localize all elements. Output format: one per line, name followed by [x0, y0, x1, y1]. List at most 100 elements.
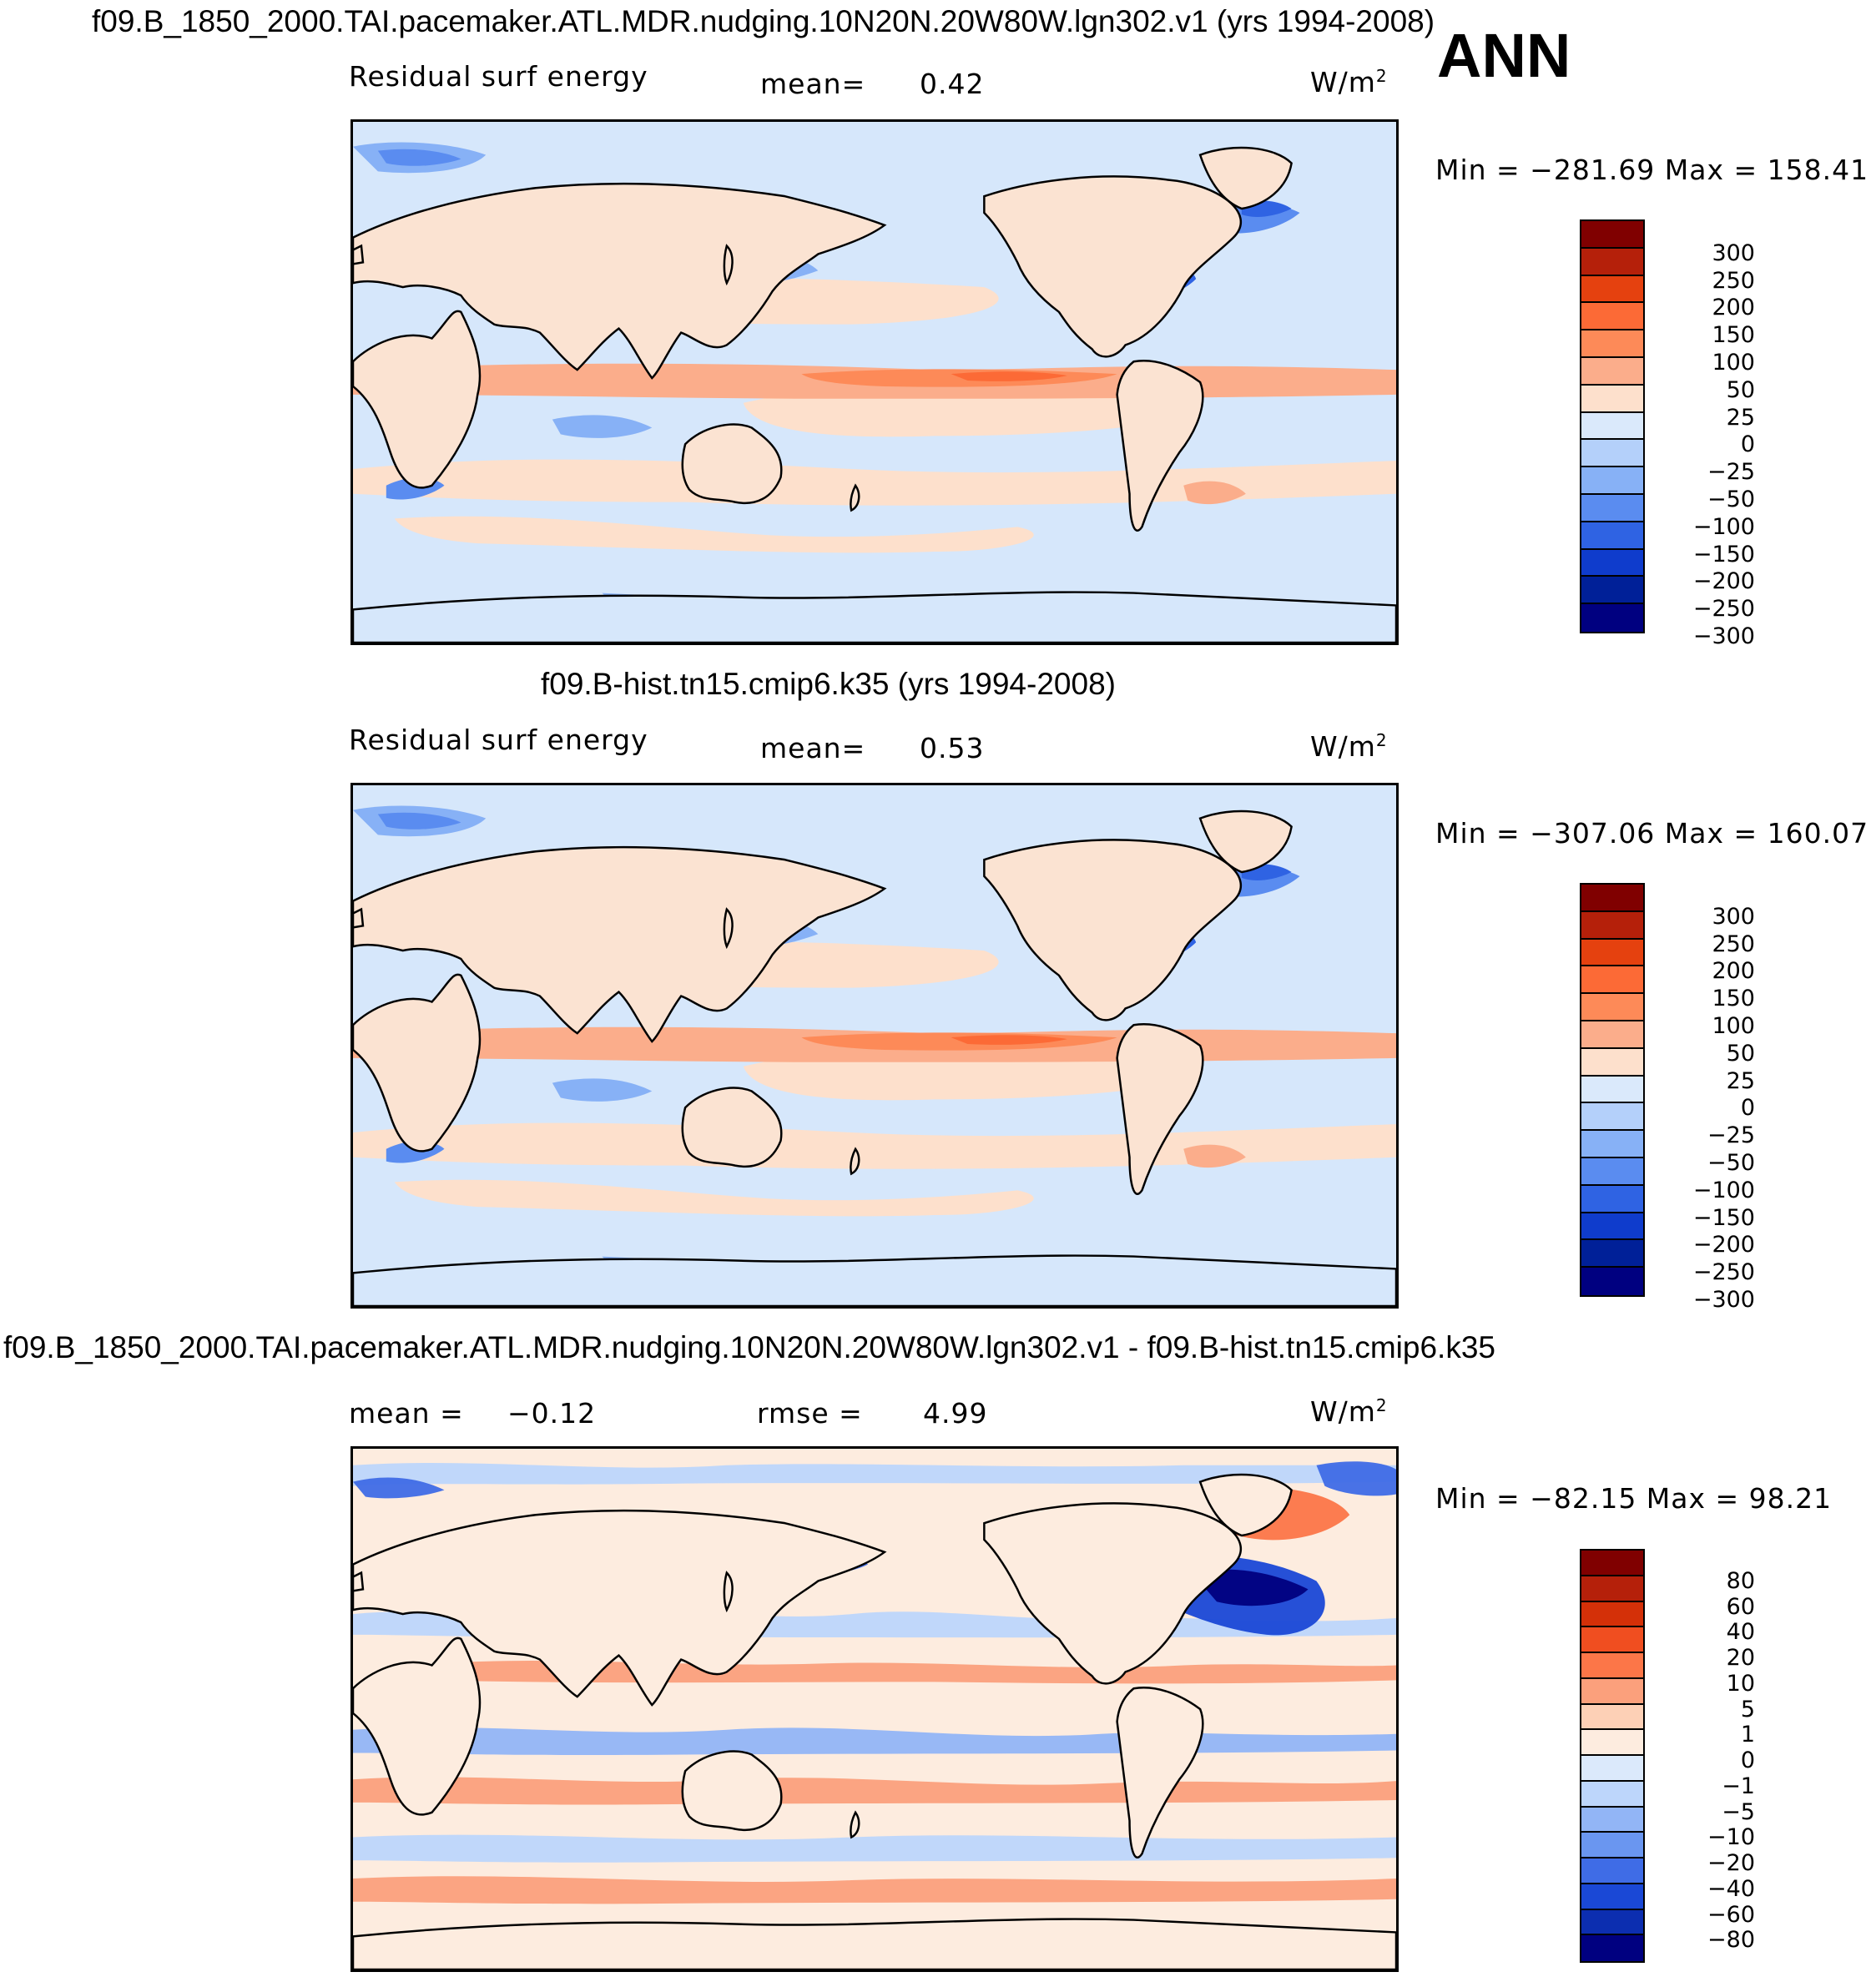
- panel-1-mean-value: 0.42: [920, 68, 985, 100]
- colorbar-swatch: [1581, 1268, 1643, 1295]
- coastline-north_america: [983, 1502, 1242, 1685]
- coastline-antarctica: [353, 1918, 1396, 1969]
- colorbar-swatch: [1581, 1576, 1643, 1602]
- colorbar-swatch: [1581, 1781, 1643, 1808]
- panel-2-title: f09.B-hist.tn15.cmip6.k35 (yrs 1994-2008…: [541, 667, 1116, 701]
- panel-2-mean-value: 0.53: [920, 732, 985, 764]
- colorbar-tick-label: −25: [1707, 1122, 1755, 1149]
- coastline-north_america: [983, 175, 1242, 358]
- colorbar-tick-label: −25: [1707, 459, 1755, 486]
- colorbar-swatch: [1581, 275, 1643, 304]
- field-contour: [353, 1462, 1396, 1486]
- coastline-japan: [723, 907, 734, 950]
- colorbar-swatch: [1581, 1858, 1643, 1884]
- colorbar-tick-label: 100: [1712, 350, 1755, 376]
- coastline-nz: [850, 1147, 860, 1176]
- panel-2-colorbar: [1580, 883, 1645, 1297]
- colorbar-tick-label: 200: [1712, 295, 1755, 321]
- panel-1-minmax: Min = −281.69 Max = 158.41: [1435, 154, 1869, 186]
- field-contour: [394, 516, 1034, 553]
- colorbar-tick-label: −10: [1707, 1824, 1755, 1851]
- panel-3-colorbar: [1580, 1549, 1645, 1963]
- colorbar-swatch: [1581, 549, 1643, 577]
- colorbar-swatch: [1581, 1601, 1643, 1628]
- colorbar-swatch: [1581, 1021, 1643, 1049]
- colorbar-tick-label: 300: [1712, 240, 1755, 266]
- colorbar-swatch: [1581, 1756, 1643, 1782]
- panel-1-mean-label: mean=: [760, 68, 866, 100]
- colorbar-swatch: [1581, 1103, 1643, 1132]
- colorbar-swatch: [1581, 1240, 1643, 1268]
- coastline-nz: [850, 1810, 860, 1839]
- field-contour: [394, 1179, 1034, 1217]
- colorbar-swatch: [1581, 248, 1643, 276]
- colorbar-tick-label: −60: [1707, 1901, 1755, 1928]
- colorbar-swatch: [1581, 1935, 1643, 1961]
- coastline-uk: [353, 244, 365, 265]
- colorbar-swatch: [1581, 467, 1643, 495]
- colorbar-tick-label: −150: [1692, 1204, 1755, 1231]
- field-contour: [353, 1477, 445, 1499]
- coastline-south_america: [1116, 1023, 1204, 1195]
- colorbar-tick-label: −50: [1707, 1150, 1755, 1176]
- panel-1-variable-label: Residual surf energy: [349, 60, 648, 93]
- colorbar-swatch: [1581, 385, 1643, 413]
- panel-1-map-canvas: [353, 122, 1396, 643]
- field-contour: [552, 1078, 653, 1102]
- colorbar-tick-label: −1: [1722, 1773, 1755, 1799]
- colorbar-tick-label: −50: [1707, 487, 1755, 512]
- colorbar-swatch: [1581, 1076, 1643, 1104]
- colorbar-swatch: [1581, 1833, 1643, 1858]
- colorbar-tick-label: 250: [1712, 267, 1755, 294]
- panel-3-title: f09.B_1850_2000.TAI.pacemaker.ATL.MDR.nu…: [3, 1330, 1495, 1364]
- coastline-greenland: [1198, 146, 1293, 210]
- coastline-australia: [681, 423, 783, 504]
- coastline-south_america: [1116, 1687, 1204, 1858]
- colorbar-tick-label: 40: [1726, 1619, 1755, 1646]
- colorbar-swatch: [1581, 577, 1643, 605]
- panel-3-map: [350, 1446, 1399, 1972]
- panel-3-map-canvas: [353, 1449, 1396, 1969]
- colorbar-swatch: [1581, 303, 1643, 331]
- colorbar-tick-label: −150: [1692, 541, 1755, 567]
- colorbar-tick-label: 150: [1712, 322, 1755, 349]
- colorbar-swatch: [1581, 1213, 1643, 1241]
- colorbar-swatch: [1581, 522, 1643, 550]
- colorbar-tick-label: 300: [1712, 903, 1755, 930]
- coastline-europe_asia: [353, 1509, 887, 1707]
- panel-3-rmse-label: rmse =: [757, 1397, 863, 1430]
- panel-2-variable-label: Residual surf energy: [349, 724, 648, 756]
- colorbar-swatch: [1581, 911, 1643, 940]
- colorbar-swatch: [1581, 1653, 1643, 1679]
- colorbar-swatch: [1581, 1551, 1643, 1576]
- colorbar-swatch: [1581, 330, 1643, 358]
- coastline-greenland: [1198, 809, 1293, 874]
- panel-3-minmax: Min = −82.15 Max = 98.21: [1435, 1482, 1833, 1515]
- colorbar-swatch: [1581, 494, 1643, 522]
- field-contour: [1183, 1144, 1246, 1168]
- colorbar-swatch: [1581, 1807, 1643, 1833]
- panel-2-mean-label: mean=: [760, 732, 866, 764]
- colorbar-tick-label: −200: [1692, 1232, 1755, 1258]
- panel-1-map: [350, 119, 1399, 645]
- colorbar-tick-label: −300: [1692, 623, 1755, 649]
- colorbar-tick-label: 200: [1712, 958, 1755, 985]
- colorbar-swatch: [1581, 1627, 1643, 1653]
- colorbar-swatch: [1581, 1678, 1643, 1705]
- field-contour: [377, 149, 461, 166]
- coastline-africa: [353, 1637, 482, 1816]
- colorbar-swatch: [1581, 604, 1643, 632]
- field-contour: [353, 1876, 1396, 1904]
- panel-1-colorbar: [1580, 219, 1645, 633]
- panel-2-map: [350, 783, 1399, 1309]
- coastline-australia: [681, 1087, 783, 1168]
- coastline-north_america: [983, 839, 1242, 1021]
- coastline-antarctica: [353, 1254, 1396, 1306]
- colorbar-tick-label: −5: [1722, 1798, 1755, 1825]
- colorbar-swatch: [1581, 412, 1643, 441]
- colorbar-tick-label: 25: [1726, 404, 1755, 431]
- colorbar-swatch: [1581, 1704, 1643, 1731]
- panel-2-unit: W/m2: [1310, 730, 1388, 763]
- coastline-south_america: [1116, 360, 1204, 532]
- coastline-africa: [353, 973, 482, 1152]
